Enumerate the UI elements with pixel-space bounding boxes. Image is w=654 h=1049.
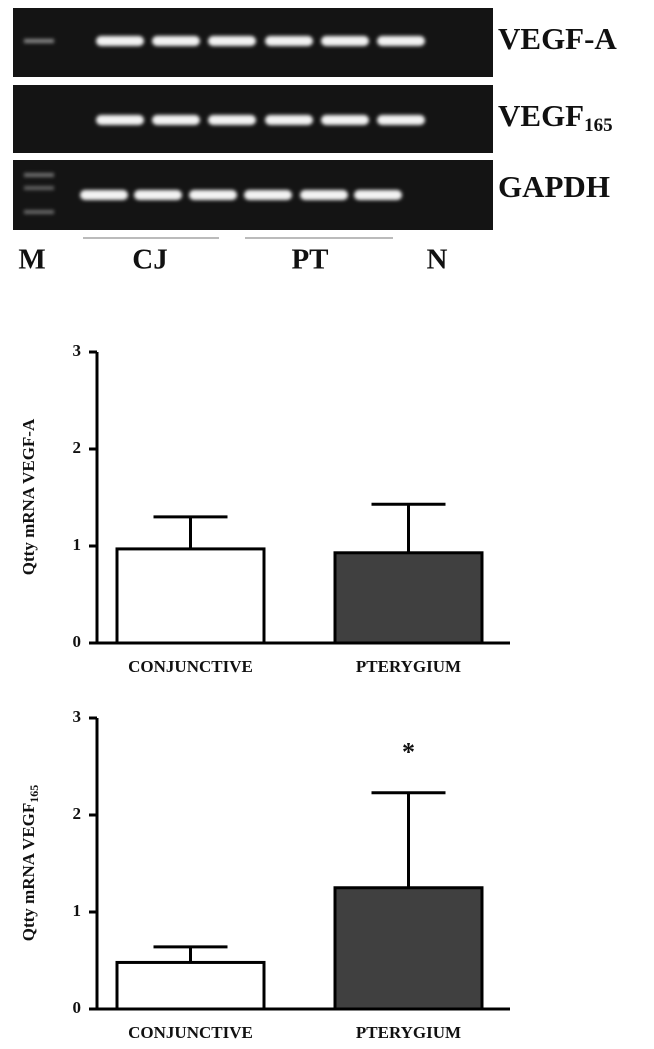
label-text: VEGF-A [498,21,617,56]
x-tick-label: CONJUNCTIVE [128,1023,253,1042]
bar [117,962,264,1009]
lane-label: PT [291,244,328,276]
y-tick-label: 2 [73,438,82,457]
bar [117,549,264,643]
lane-label: CJ [132,244,167,276]
gel-band [96,36,144,46]
gel-band [321,36,369,46]
y-tick-label: 1 [73,901,82,920]
lane-label: N [427,244,448,276]
y-tick-label: 1 [73,535,82,554]
y-tick-label: 0 [73,998,82,1017]
gel-band [377,36,425,46]
figure: VEGF-AVEGF165GAPDHMCJPTN 0123CONJUNCTIVE… [0,0,654,1049]
marker-band [24,210,54,214]
gel-band [134,190,182,200]
gel-band [152,36,200,46]
label-text: Qtty mRNA VEGF [19,803,38,942]
gel-band [152,115,200,125]
gel-row-label: VEGF-A [498,21,617,56]
y-tick-label: 0 [73,632,82,651]
bar [335,888,482,1009]
marker-band [24,186,54,190]
gel-band [208,36,256,46]
gel-band [80,190,128,200]
x-tick-label: PTERYGIUM [356,657,461,676]
label-subscript: 165 [584,115,613,136]
gel-band [377,115,425,125]
y-axis-label: Qtty mRNA VEGF165 [19,785,41,942]
gel-band [244,190,292,200]
gel-band [354,190,402,200]
gel-band [208,115,256,125]
label-text: VEGF [498,98,584,133]
y-axis-label: Qtty mRNA VEGF-A [19,418,38,575]
marker-band [24,39,54,43]
y-tick-label: 2 [73,804,82,823]
gel-band [265,36,313,46]
bar [335,553,482,643]
gel-image: VEGF-A VEGF165 GAPDH M CJ PT N [13,8,617,276]
gel-row-label: VEGF165 [498,98,613,136]
x-tick-label: PTERYGIUM [356,1023,461,1042]
y-tick-label: 3 [73,341,82,360]
gel-band [96,115,144,125]
gel-band [321,115,369,125]
gel-band [265,115,313,125]
gel-band [189,190,237,200]
annotation: * [402,738,415,767]
lane-label: M [18,244,45,276]
gel-band [300,190,348,200]
y-tick-label: 3 [73,707,82,726]
x-tick-label: CONJUNCTIVE [128,657,253,676]
label-subscript: 165 [27,785,41,803]
label-text: Qtty mRNA VEGF-A [19,418,38,575]
marker-band [24,173,54,177]
label-text: GAPDH [498,169,610,204]
gel-row-label: GAPDH [498,169,610,204]
